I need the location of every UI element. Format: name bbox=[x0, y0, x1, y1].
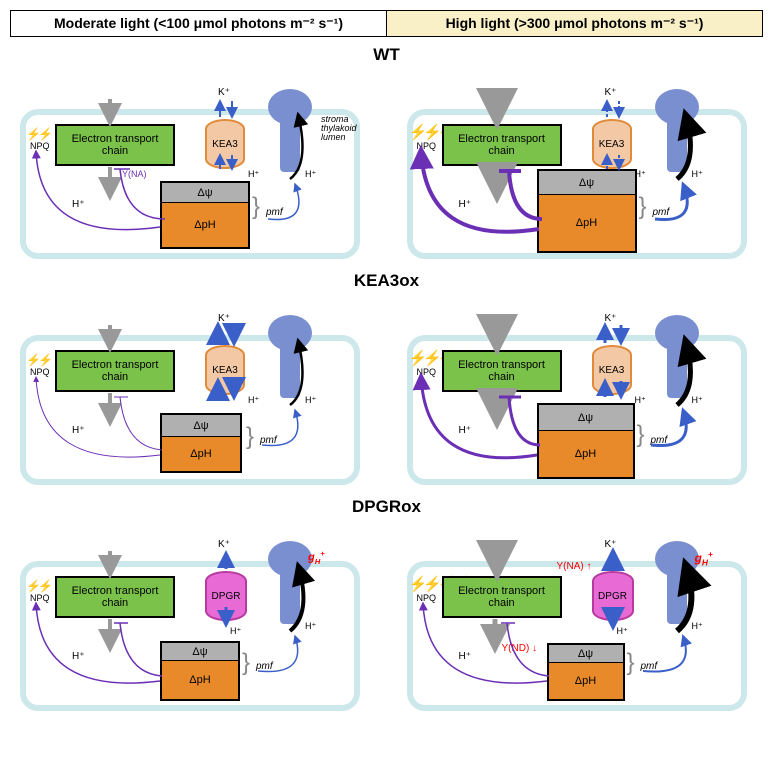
panel-dpgrox-moderate: ⚡⚡ NPQ Electron transport chain DPGR K⁺ … bbox=[10, 521, 370, 721]
row-title-kea3ox: KEA3ox bbox=[10, 271, 763, 291]
arrows-svg bbox=[10, 69, 370, 269]
panel-dpgrox-high: ⚡⚡⚡⚡ NPQ Electron transport chain DPGR K… bbox=[397, 521, 757, 721]
grid-kea3ox: ⚡⚡ NPQ Electron transport chain KEA3 K⁺ … bbox=[10, 295, 763, 495]
panel-kea3ox-high: ⚡⚡⚡⚡ NPQ Electron transport chain KEA3 K… bbox=[397, 295, 757, 495]
arrows-svg bbox=[10, 521, 370, 721]
arrows-svg bbox=[397, 521, 757, 721]
light-condition-header: Moderate light (<100 μmol photons m⁻² s⁻… bbox=[10, 10, 763, 37]
arrows-svg bbox=[397, 69, 757, 269]
moderate-light-header: Moderate light (<100 μmol photons m⁻² s⁻… bbox=[11, 11, 387, 36]
grid-wt: ⚡⚡ NPQ Electron transport chain KEA3 K⁺ … bbox=[10, 69, 763, 269]
panel-kea3ox-moderate: ⚡⚡ NPQ Electron transport chain KEA3 K⁺ … bbox=[10, 295, 370, 495]
panel-wt-high: ⚡⚡⚡⚡ NPQ Electron transport chain KEA3 K… bbox=[397, 69, 757, 269]
panel-wt-moderate: ⚡⚡ NPQ Electron transport chain KEA3 K⁺ … bbox=[10, 69, 370, 269]
arrows-svg bbox=[397, 295, 757, 495]
high-light-header: High light (>300 μmol photons m⁻² s⁻¹) bbox=[387, 11, 762, 36]
grid-dpgrox: ⚡⚡ NPQ Electron transport chain DPGR K⁺ … bbox=[10, 521, 763, 721]
row-title-wt: WT bbox=[10, 45, 763, 65]
row-title-dpgrox: DPGRox bbox=[10, 497, 763, 517]
arrows-svg bbox=[10, 295, 370, 495]
